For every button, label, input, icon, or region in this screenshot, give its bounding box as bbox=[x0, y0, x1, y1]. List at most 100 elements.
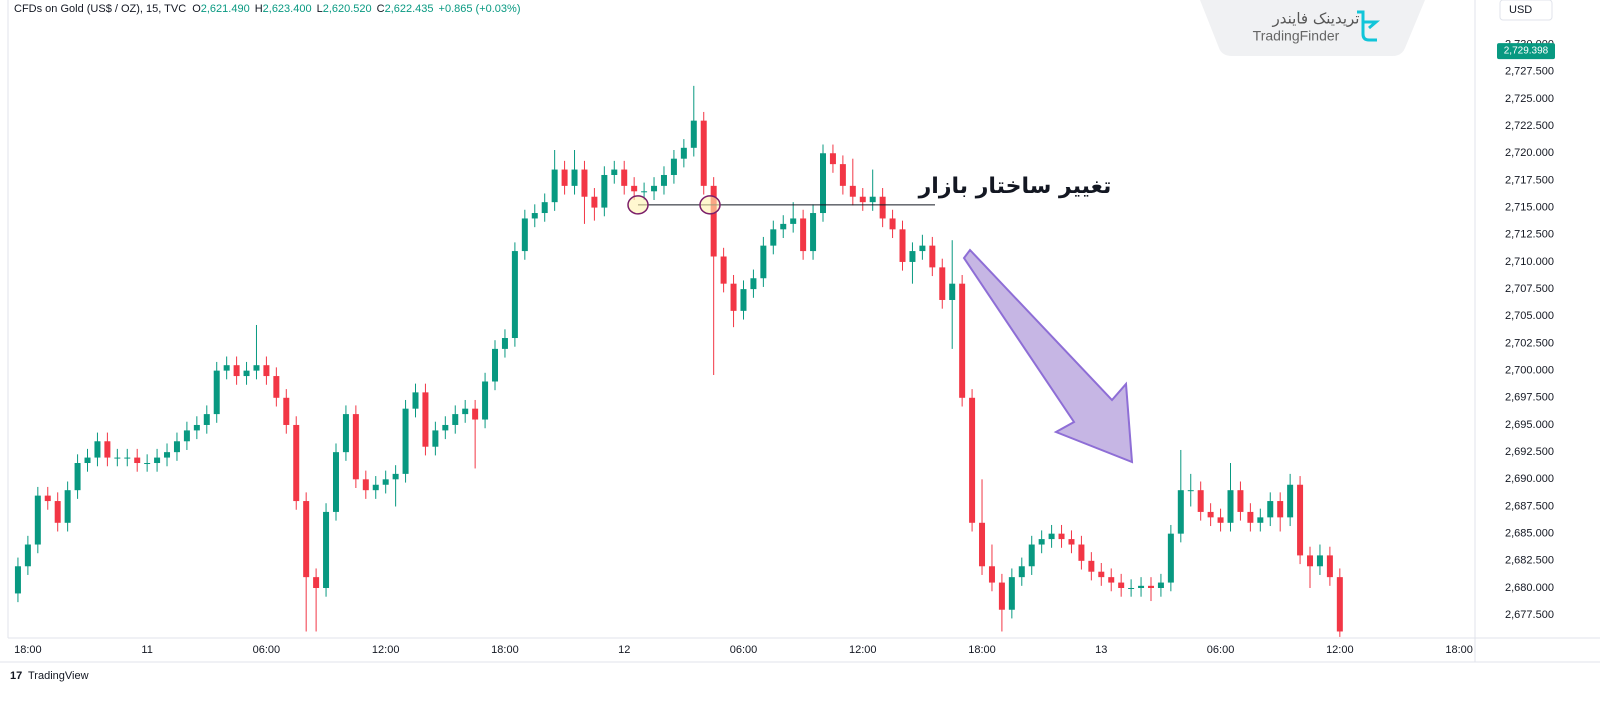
candles bbox=[14, 85, 1343, 637]
y-tick-label: 2,682.500 bbox=[1505, 555, 1554, 567]
candle-body bbox=[820, 153, 826, 214]
y-tick-label: 2,720.000 bbox=[1505, 147, 1554, 159]
candle-body bbox=[879, 196, 886, 219]
candle-body bbox=[929, 245, 936, 268]
candle-body bbox=[164, 452, 171, 458]
candle-body bbox=[24, 544, 31, 567]
candle-body bbox=[472, 408, 479, 420]
candle-body bbox=[323, 511, 330, 589]
ohlc-key: L bbox=[317, 3, 323, 15]
y-tick-label: 2,692.500 bbox=[1505, 446, 1554, 458]
candle-body bbox=[730, 283, 737, 311]
candle-body bbox=[551, 169, 558, 203]
candle-body bbox=[621, 169, 628, 186]
candle-body bbox=[482, 381, 489, 420]
candle-body bbox=[233, 365, 240, 377]
candle-body bbox=[800, 218, 807, 252]
x-tick-label: 11 bbox=[141, 644, 152, 656]
currency: USD bbox=[1509, 4, 1532, 16]
y-tick-label: 2,712.500 bbox=[1505, 229, 1554, 241]
candle-body bbox=[54, 501, 61, 523]
candle-body bbox=[1048, 533, 1055, 540]
y-tick-label: 2,707.500 bbox=[1505, 283, 1554, 295]
candle-body bbox=[959, 283, 966, 398]
watermark-fa: تریدینک فایندر bbox=[1272, 10, 1360, 28]
candle-body bbox=[1078, 544, 1085, 561]
candle-body bbox=[641, 191, 648, 193]
y-tick-label: 2,717.500 bbox=[1505, 174, 1554, 186]
candle-body bbox=[979, 522, 986, 567]
y-tick-label: 2,727.500 bbox=[1505, 66, 1554, 78]
candle-body bbox=[790, 218, 797, 224]
break-circle bbox=[627, 195, 649, 215]
x-tick-label: 12:00 bbox=[1326, 644, 1354, 656]
candle-body bbox=[223, 365, 230, 371]
candle-body bbox=[899, 229, 906, 262]
candle-body bbox=[1088, 560, 1095, 572]
candle-body bbox=[124, 457, 131, 459]
candle-body bbox=[74, 463, 81, 491]
candle-body bbox=[849, 185, 856, 197]
candle-body bbox=[581, 169, 588, 197]
candle-body bbox=[402, 408, 409, 474]
x-tick-label: 06:00 bbox=[253, 644, 281, 656]
candle-body bbox=[382, 479, 389, 485]
candle-body bbox=[720, 256, 727, 284]
candle-body bbox=[1028, 544, 1035, 567]
candle-body bbox=[273, 376, 280, 398]
candle-body bbox=[1217, 517, 1224, 523]
candle-body bbox=[144, 463, 151, 465]
candle-body bbox=[998, 582, 1005, 610]
candle-body bbox=[1237, 490, 1244, 512]
last-price-box bbox=[1497, 43, 1555, 60]
y-tick-label: 2,680.000 bbox=[1505, 582, 1554, 594]
watermark-bg bbox=[1200, 0, 1425, 56]
candle-body bbox=[611, 169, 618, 175]
candle-body bbox=[173, 441, 180, 453]
x-tick-label: 12 bbox=[618, 644, 630, 656]
watermark-logo bbox=[1357, 10, 1381, 42]
x-tick-label: 18:00 bbox=[14, 644, 42, 656]
candle-body bbox=[104, 441, 111, 458]
footer-brand: TradingView bbox=[28, 670, 89, 682]
x-tick-label: 12:00 bbox=[372, 644, 400, 656]
candle-body bbox=[501, 338, 508, 349]
candle-body bbox=[193, 424, 200, 431]
candle-body bbox=[690, 120, 697, 148]
candle-body bbox=[372, 484, 379, 491]
candle-body bbox=[670, 158, 677, 175]
candle-body bbox=[1307, 555, 1314, 567]
candle-body bbox=[829, 153, 836, 165]
candle-body bbox=[889, 218, 896, 230]
x-tick-label: 13 bbox=[1095, 644, 1107, 656]
candle-body bbox=[1018, 566, 1025, 578]
candle-body bbox=[432, 430, 439, 447]
candle-body bbox=[1177, 490, 1184, 534]
y-tick-label: 2,685.000 bbox=[1505, 528, 1554, 540]
candle-body bbox=[810, 213, 817, 252]
y-tick-label: 2,700.000 bbox=[1505, 365, 1554, 377]
candle-body bbox=[1167, 533, 1174, 583]
candle-body bbox=[183, 430, 190, 442]
candle-body bbox=[601, 174, 608, 208]
candle-body bbox=[760, 245, 767, 279]
candle-body bbox=[1157, 582, 1164, 589]
ohlc-value: 2,622.435 bbox=[385, 3, 434, 15]
candle-body bbox=[521, 218, 528, 252]
y-tick-label: 2,687.500 bbox=[1505, 500, 1554, 512]
change: +0.865 (+0.03%) bbox=[439, 3, 521, 15]
candle-body bbox=[64, 490, 71, 523]
trend-arrow bbox=[962, 248, 1134, 464]
candle-body bbox=[303, 501, 310, 578]
candle-body bbox=[631, 185, 638, 192]
candle-body bbox=[114, 457, 121, 459]
candle-body bbox=[511, 251, 518, 339]
header: CFDs on Gold (US$ / OZ), 15, TVC O2,621.4… bbox=[14, 3, 520, 15]
candle-body bbox=[253, 365, 260, 371]
candle-body bbox=[939, 267, 946, 300]
ohlc-key: H bbox=[255, 3, 263, 15]
candle-body bbox=[332, 452, 339, 512]
y-tick-label: 2,705.000 bbox=[1505, 310, 1554, 322]
